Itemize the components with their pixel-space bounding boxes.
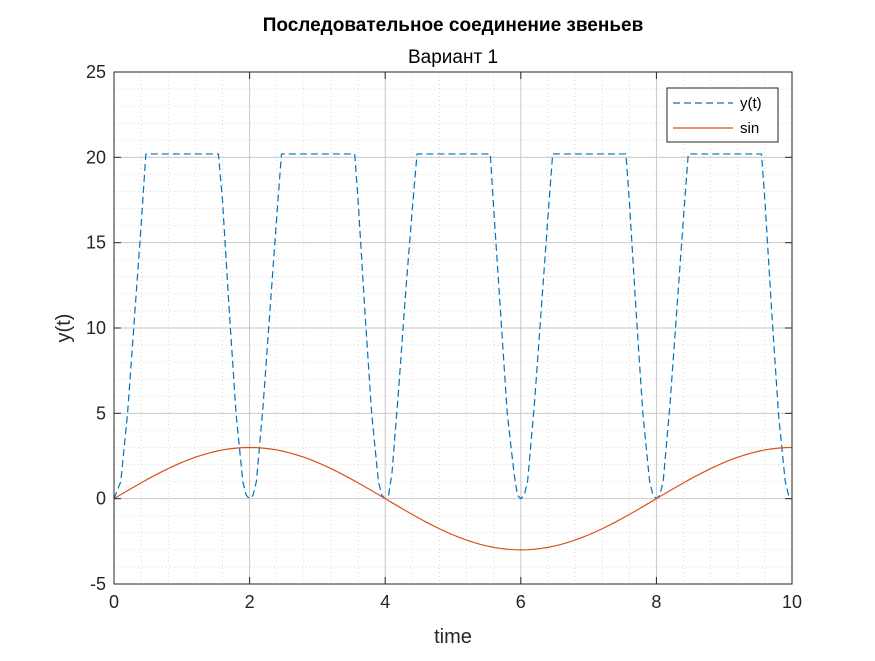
x-tick-label: 0 [109, 592, 119, 612]
x-tick-label: 6 [516, 592, 526, 612]
x-axis: 0 2 4 6 8 10 [109, 72, 802, 612]
x-tick-label: 2 [245, 592, 255, 612]
x-tick-label: 4 [380, 592, 390, 612]
y-axis: -5 0 5 10 15 20 25 [86, 62, 792, 594]
chart-title: Последовательное соединение звеньев [263, 15, 644, 36]
series-line-y-t [113, 153, 793, 500]
chart-subtitle: Вариант 1 [408, 47, 498, 68]
y-tick-label: 25 [86, 62, 106, 82]
series-line-sin [113, 446, 793, 551]
x-tick-label: 8 [651, 592, 661, 612]
y-tick-label: 5 [96, 403, 106, 423]
x-tick-label: 10 [782, 592, 802, 612]
legend-label-sin: sin [740, 120, 759, 137]
x-axis-label: time [434, 626, 472, 648]
series-layer [113, 153, 793, 551]
y-tick-label: -5 [90, 574, 106, 594]
legend: y(t) sin [666, 87, 779, 143]
y-tick-label: 15 [86, 233, 106, 253]
y-tick-label: 0 [96, 489, 106, 509]
legend-box [666, 87, 779, 143]
y-tick-label: 10 [86, 318, 106, 338]
legend-label-y-t: y(t) [740, 95, 762, 112]
y-axis-label: y(t) [53, 314, 75, 343]
y-tick-label: 20 [86, 147, 106, 167]
